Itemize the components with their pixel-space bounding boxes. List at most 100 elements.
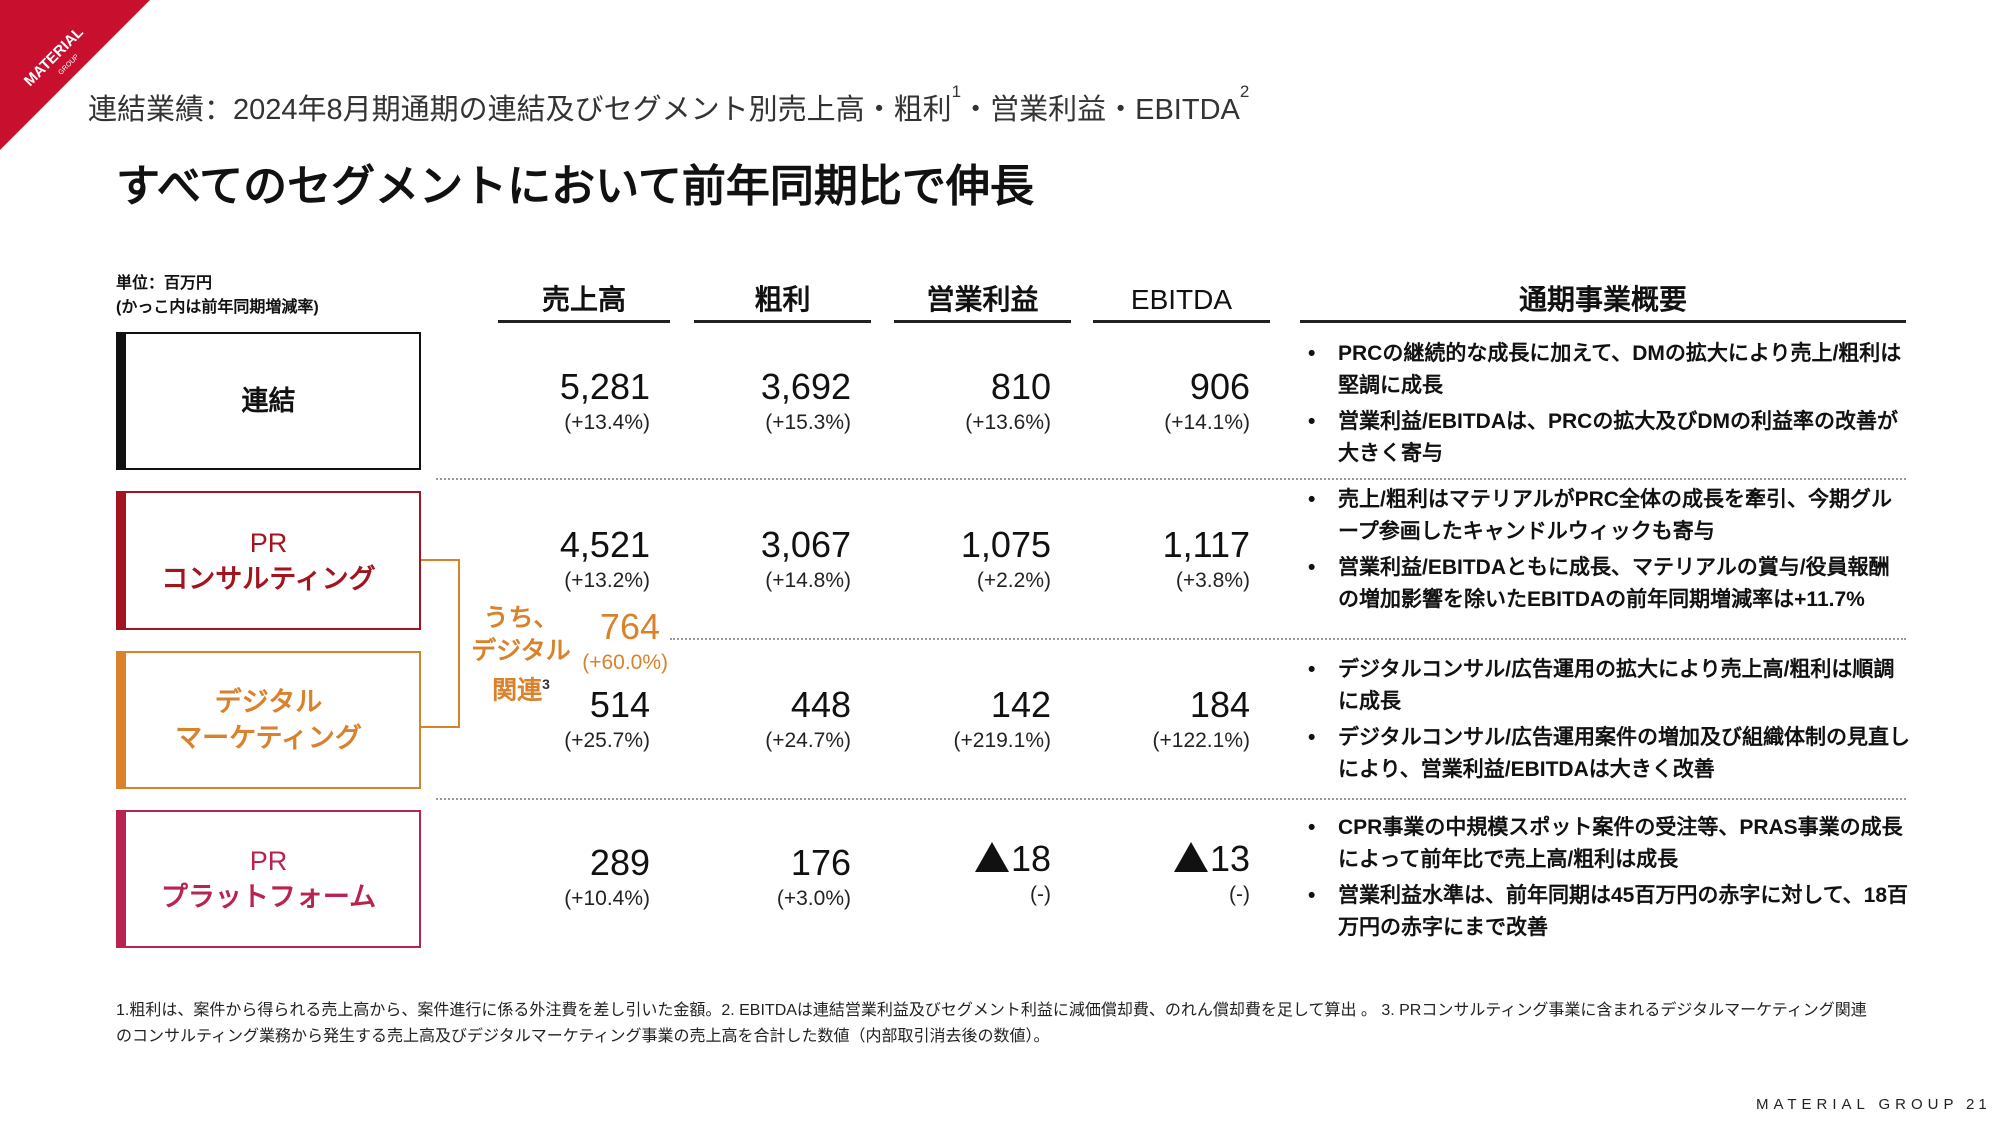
column-header-rule	[1300, 320, 1906, 323]
value-number: 176	[790, 842, 851, 883]
value-sales: 514 (+25.7%)	[498, 684, 650, 756]
subtitle-text-2: ・営業利益・EBITDA	[961, 94, 1240, 126]
value-number: 448	[790, 684, 851, 725]
footer-brand: MATERIAL GROUP	[1756, 1096, 1959, 1113]
digital-related-label-text: 関連	[492, 676, 543, 705]
row-separator	[436, 478, 1906, 480]
brand-logo: MATERIAL GROUP	[21, 24, 87, 90]
subtitle-footnote-2: 2	[1239, 82, 1250, 101]
value-operating-profit: 142 (+219.1%)	[894, 684, 1051, 756]
value-change: (+10.4%)	[564, 887, 650, 910]
value-number-negative: 13	[1093, 838, 1250, 880]
value-change: (-)	[1030, 883, 1051, 906]
column-header-sales-label: 売上高	[541, 284, 626, 315]
segment-color-bar	[116, 491, 126, 630]
segment-color-bar	[116, 810, 126, 948]
unit-line-2: (かっこ内は前年同期増減率)	[116, 299, 319, 316]
value-number: 1,075	[960, 524, 1051, 565]
digital-related-number: 764	[599, 606, 660, 647]
value-ebitda: 906 (+14.1%)	[1093, 366, 1250, 438]
value-sales: 289 (+10.4%)	[498, 842, 650, 914]
value-ebitda: 1,117 (+3.8%)	[1093, 524, 1250, 596]
segment-box-digital-marketing: デジタル マーケティング	[116, 651, 421, 789]
value-number: 18	[1010, 838, 1051, 879]
value-ebitda: 184 (+122.1%)	[1093, 684, 1250, 756]
unit-note: 単位：百万円 (かっこ内は前年同期増減率)	[116, 272, 319, 320]
value-change: (+2.2%)	[976, 569, 1051, 592]
segment-name-line-2: プラットフォーム	[160, 882, 377, 912]
value-number: 3,692	[760, 366, 851, 407]
value-number: 906	[1189, 366, 1250, 407]
column-header-rule	[894, 320, 1071, 323]
segment-box-pr-consulting: PR コンサルティング	[116, 491, 421, 630]
column-header-gross-profit-label: 粗利	[754, 284, 811, 315]
summary-bullet: デジタルコンサル/広告運用の拡大により売上高/粗利は順調に成長	[1300, 654, 1910, 718]
unit-line-1: 単位：百万円	[116, 275, 213, 292]
value-change: (+13.4%)	[564, 411, 650, 434]
value-sales: 4,521 (+13.2%)	[498, 524, 650, 596]
row-separator	[670, 638, 1906, 640]
digital-related-label: うち、 デジタル 関連3	[470, 602, 572, 707]
column-header-rule	[498, 320, 670, 323]
value-number: 5,281	[559, 366, 650, 407]
column-header-gross-profit: 粗利	[694, 280, 871, 323]
value-number: 1,117	[1162, 524, 1250, 565]
summary-bullet: デジタルコンサル/広告運用案件の増加及び組織体制の見直しにより、営業利益/EBI…	[1300, 722, 1910, 786]
value-change: (+13.2%)	[564, 569, 650, 592]
segment-name-line-2: コンサルティング	[161, 563, 376, 594]
value-operating-profit: 810 (+13.6%)	[894, 366, 1051, 438]
value-gross-profit: 3,067 (+14.8%)	[694, 524, 851, 596]
segment-name-line-1: PR	[249, 527, 288, 558]
column-header-ebitda-label: EBITDA	[1130, 284, 1233, 315]
corner-ribbon	[0, 0, 150, 150]
segment-name-line-1: PR	[249, 846, 288, 876]
column-header-sales: 売上高	[498, 280, 670, 323]
column-header-operating-profit: 営業利益	[894, 280, 1071, 323]
column-header-operating-profit-label: 営業利益	[926, 284, 1039, 315]
digital-related-value: 764 (+60.0%)	[560, 606, 668, 678]
digital-related-label-line-1: うち、	[483, 604, 559, 632]
value-number: 13	[1209, 838, 1250, 879]
segment-color-bar	[116, 651, 126, 789]
value-number: 289	[589, 842, 650, 883]
value-gross-profit: 448 (+24.7%)	[694, 684, 851, 756]
summary-consolidated: PRCの継続的な成長に加えて、DMの拡大により売上/粗利は堅調に成長 営業利益/…	[1300, 338, 1910, 474]
subtitle-text: 連結業績：2024年8月期通期の連結及びセグメント別売上高・粗利	[88, 94, 952, 126]
subtitle-footnote-1: 1	[951, 82, 962, 101]
value-change: (+122.1%)	[1152, 729, 1250, 752]
column-header-summary-label: 通期事業概要	[1518, 284, 1687, 315]
value-number: 4,521	[559, 524, 650, 565]
value-number: 3,067	[760, 524, 851, 565]
slide-subtitle: 連結業績：2024年8月期通期の連結及びセグメント別売上高・粗利1・営業利益・E…	[88, 82, 1249, 128]
value-change: (+25.7%)	[564, 729, 650, 752]
value-change: (+219.1%)	[953, 729, 1051, 752]
segment-name-line-2: マーケティング	[175, 723, 362, 753]
summary-bullet: 営業利益/EBITDAともに成長、マテリアルの賞与/役員報酬の増加影響を除いたE…	[1300, 552, 1910, 616]
row-separator	[436, 798, 1906, 800]
segment-box-consolidated: 連結	[116, 332, 421, 470]
value-number: 142	[990, 684, 1051, 725]
value-number: 810	[990, 366, 1051, 407]
value-number: 514	[589, 684, 650, 725]
value-sales: 5,281 (+13.4%)	[498, 366, 650, 438]
value-change: (+3.8%)	[1175, 569, 1250, 592]
negative-triangle-icon	[1173, 842, 1208, 872]
summary-pr-consulting: 売上/粗利はマテリアルがPRC全体の成長を牽引、今期グループ参画したキャンドルウ…	[1300, 484, 1910, 620]
value-operating-profit: 1,075 (+2.2%)	[894, 524, 1051, 596]
digital-related-label-line-3: 関連3	[470, 668, 572, 707]
value-gross-profit: 3,692 (+15.3%)	[694, 366, 851, 438]
summary-digital-marketing: デジタルコンサル/広告運用の拡大により売上高/粗利は順調に成長 デジタルコンサル…	[1300, 654, 1910, 790]
column-header-rule	[1093, 320, 1270, 323]
digital-bracket	[421, 559, 460, 728]
negative-triangle-icon	[974, 842, 1009, 872]
value-change: (+13.6%)	[965, 411, 1051, 434]
column-header-rule	[694, 320, 871, 323]
digital-related-change: (+60.0%)	[582, 651, 668, 674]
footnote: 1.粗利は、案件から得られる売上高から、案件進行に係る外注費を差し引いた金額。2…	[116, 1002, 1867, 1045]
summary-pr-platform: CPR事業の中規模スポット案件の受注等、PRAS事業の成長によって前年比で売上高…	[1300, 812, 1910, 948]
value-number-negative: 18	[894, 838, 1051, 880]
summary-bullet: 営業利益/EBITDAは、PRCの拡大及びDMの利益率の改善が大きく寄与	[1300, 406, 1910, 470]
value-change: (+3.0%)	[776, 887, 851, 910]
value-change: (+14.8%)	[765, 569, 851, 592]
value-number: 184	[1189, 684, 1250, 725]
